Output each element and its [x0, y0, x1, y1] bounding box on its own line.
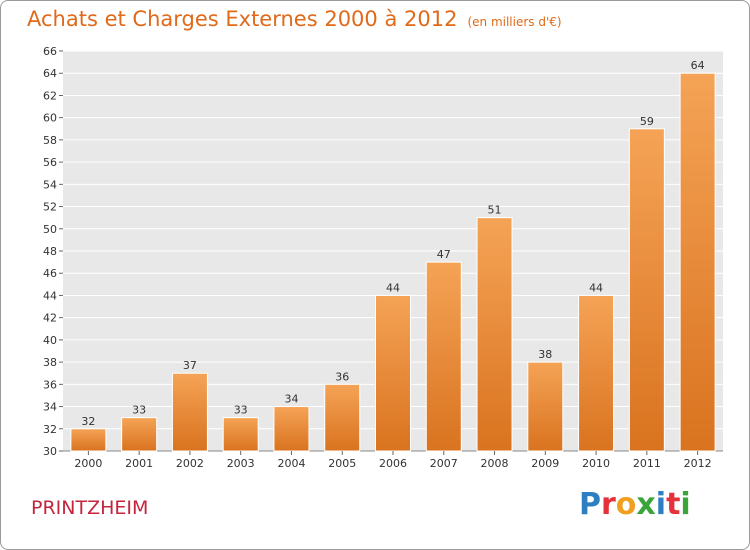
y-tick-label: 56	[43, 156, 57, 169]
bar-2002	[171, 372, 208, 452]
x-tick-label-2002: 2002	[176, 457, 204, 470]
logo-letter: i	[655, 487, 667, 522]
x-tick-label-2009: 2009	[531, 457, 559, 470]
value-label-2005: 36	[335, 370, 349, 383]
bar-2012	[679, 72, 716, 452]
x-tick-label-2012: 2012	[684, 457, 712, 470]
y-tick-label: 40	[43, 334, 57, 347]
y-tick-label: 64	[43, 67, 57, 80]
bar-2001	[121, 417, 158, 452]
y-tick-label: 44	[43, 289, 57, 302]
bar-2005	[324, 383, 361, 452]
chart-title-text: Achats et Charges Externes 2000 à 2012	[27, 7, 458, 31]
value-label-2008: 51	[488, 204, 502, 217]
bar-2010	[578, 294, 615, 452]
x-tick-label-2010: 2010	[582, 457, 610, 470]
y-tick-label: 32	[43, 423, 57, 436]
value-label-2011: 59	[640, 115, 654, 128]
bar-2007	[425, 261, 462, 452]
y-tick-label: 30	[43, 445, 57, 458]
value-label-2003: 33	[234, 404, 248, 417]
y-tick-label: 38	[43, 356, 57, 369]
logo-letter: x	[636, 487, 656, 522]
value-label-2006: 44	[386, 281, 400, 294]
y-tick-label: 48	[43, 245, 57, 258]
y-tick-label: 36	[43, 378, 57, 391]
logo-letter: i	[680, 487, 691, 522]
y-tick-label: 60	[43, 112, 57, 125]
x-tick-label-2008: 2008	[481, 457, 509, 470]
y-tick-label: 50	[43, 223, 57, 236]
logo-letter: P	[579, 487, 601, 522]
value-label-2004: 34	[284, 393, 298, 406]
x-tick-label-2006: 2006	[379, 457, 407, 470]
value-label-2001: 33	[132, 404, 146, 417]
y-tick-label: 58	[43, 134, 57, 147]
chart-title: Achats et Charges Externes 2000 à 2012 (e…	[27, 7, 562, 31]
x-tick-label-2004: 2004	[277, 457, 305, 470]
y-tick-label: 66	[43, 45, 57, 58]
x-tick-label-2007: 2007	[430, 457, 458, 470]
bar-2009	[527, 361, 564, 452]
value-label-2010: 44	[589, 281, 603, 294]
y-tick-label: 54	[43, 178, 57, 191]
chart-title-unit: (en milliers d'€)	[467, 15, 562, 29]
y-tick-label: 52	[43, 201, 57, 214]
x-axis: 2000 2001 2002 2003 2004 2005 2006 2007 2008 2009…	[74, 451, 712, 470]
value-label-2000: 32	[81, 415, 95, 428]
bar-2006	[375, 294, 411, 452]
value-label-2002: 37	[183, 359, 197, 372]
x-tick-label-2005: 2005	[328, 457, 356, 470]
logo-letter: o	[615, 487, 637, 522]
value-label-2012: 64	[691, 59, 705, 72]
y-tick-label: 34	[43, 401, 57, 414]
value-label-2009: 38	[538, 348, 552, 361]
y-tick-label: 42	[43, 312, 57, 325]
x-tick-label-2001: 2001	[125, 457, 153, 470]
y-tick-label: 46	[43, 267, 57, 280]
logo-letter: r	[601, 487, 616, 522]
bar-2011	[628, 128, 665, 452]
bar-2004	[273, 406, 310, 452]
logo-letter: t	[666, 487, 681, 522]
bar-2003	[222, 417, 259, 452]
value-label-2007: 47	[437, 248, 451, 261]
proxiti-logo: Proxiti	[579, 487, 691, 522]
bar-2008	[476, 217, 513, 452]
y-tick-label: 62	[43, 89, 57, 102]
location-name: PRINTZHEIM	[31, 497, 149, 519]
x-tick-label-2003: 2003	[227, 457, 255, 470]
bar-2000	[70, 428, 107, 452]
x-tick-label-2011: 2011	[633, 457, 661, 470]
x-tick-label-2000: 2000	[74, 457, 102, 470]
